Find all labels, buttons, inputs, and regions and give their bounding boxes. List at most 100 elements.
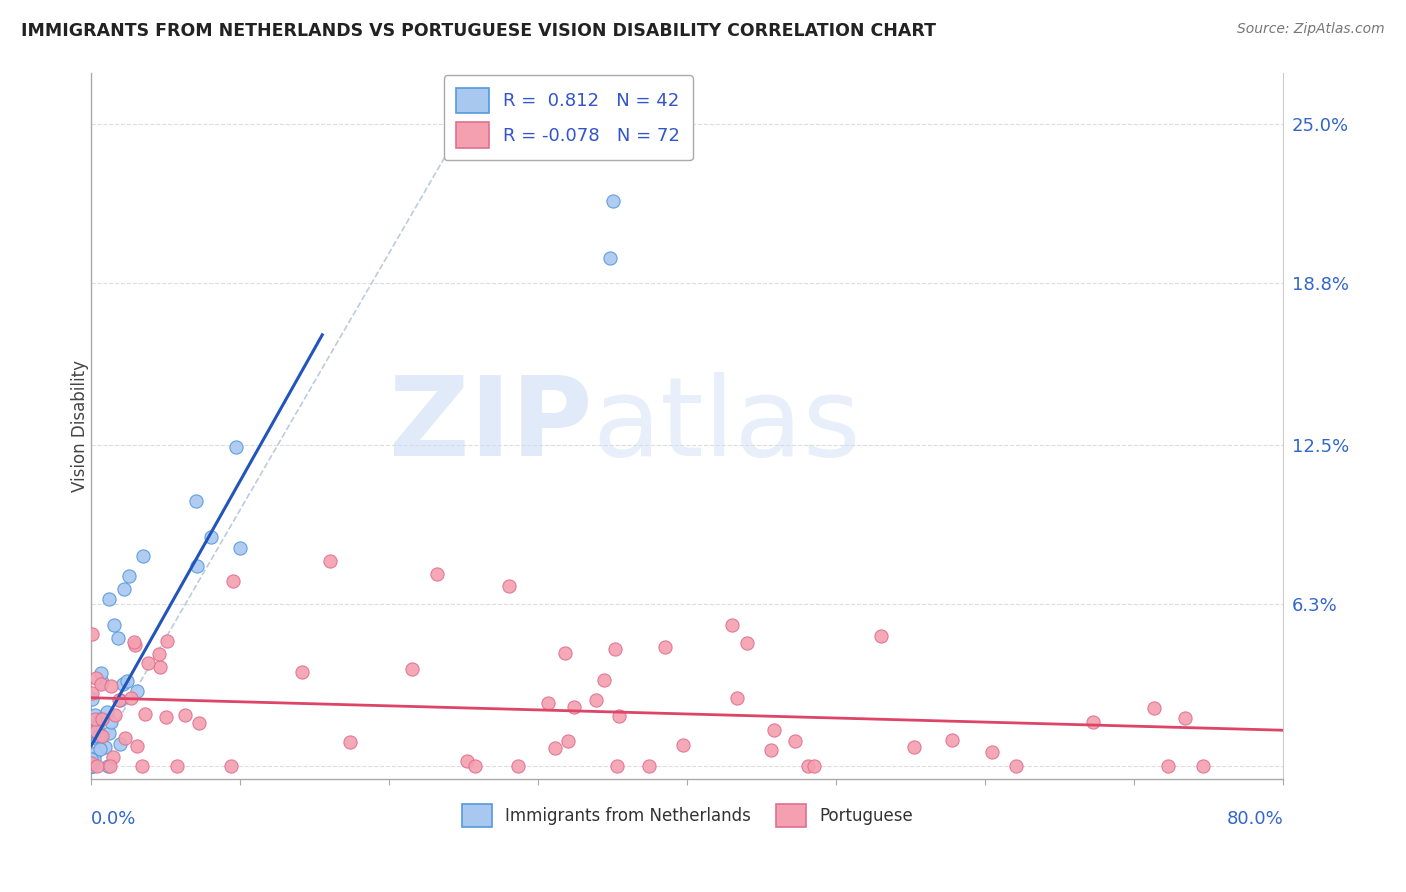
Point: [654, 640, 676, 654]
Point: [87, 729, 110, 743]
Point: [1156, 759, 1178, 773]
Point: [1173, 711, 1195, 725]
Point: [100, 679, 122, 693]
Point: [132, 549, 155, 563]
Text: atlas: atlas: [592, 373, 860, 479]
Point: [188, 715, 211, 730]
Text: ZIP: ZIP: [388, 373, 592, 479]
Point: [97, 759, 120, 773]
Point: [131, 759, 153, 773]
Point: [156, 634, 179, 648]
Point: [134, 706, 156, 721]
Point: [82, 686, 104, 700]
Point: [225, 440, 247, 454]
Point: [735, 636, 758, 650]
Point: [870, 629, 893, 643]
Point: [221, 759, 243, 773]
Point: [84, 723, 107, 738]
Text: Source: ZipAtlas.com: Source: ZipAtlas.com: [1237, 22, 1385, 37]
Point: [543, 740, 565, 755]
Point: [638, 759, 661, 773]
Point: [401, 662, 423, 676]
Point: [464, 759, 486, 773]
Point: [120, 691, 142, 706]
Point: [87, 732, 110, 747]
Point: [721, 618, 744, 632]
Text: IMMIGRANTS FROM NETHERLANDS VS PORTUGUESE VISION DISABILITY CORRELATION CHART: IMMIGRANTS FROM NETHERLANDS VS PORTUGUES…: [21, 22, 936, 40]
Point: [90, 712, 112, 726]
Point: [562, 700, 585, 714]
Point: [166, 759, 188, 773]
Point: [138, 656, 160, 670]
Point: [1081, 714, 1104, 729]
Point: [83, 752, 105, 766]
Point: [222, 574, 245, 589]
Point: [98, 592, 121, 607]
Point: [783, 734, 806, 748]
Point: [1192, 759, 1215, 773]
Point: [89, 731, 111, 745]
Point: [108, 737, 131, 751]
Point: [186, 559, 208, 574]
Point: [112, 677, 135, 691]
Point: [725, 690, 748, 705]
Point: [103, 749, 125, 764]
Point: [124, 635, 146, 649]
Point: [557, 734, 579, 748]
Point: [229, 541, 252, 555]
Point: [148, 647, 170, 661]
Point: [124, 638, 146, 652]
Point: [103, 618, 125, 632]
Point: [86, 759, 108, 773]
Point: [585, 693, 607, 707]
Point: [125, 739, 148, 754]
Point: [903, 740, 925, 755]
Point: [104, 707, 127, 722]
Point: [84, 712, 107, 726]
Point: [86, 720, 108, 734]
Point: [796, 759, 818, 773]
Point: [98, 759, 121, 773]
Point: [90, 729, 112, 743]
Point: [149, 660, 172, 674]
Point: [94, 739, 117, 754]
Point: [98, 726, 121, 740]
Point: [339, 735, 361, 749]
Point: [100, 714, 122, 729]
Point: [90, 665, 112, 680]
Point: [941, 732, 963, 747]
Point: [82, 759, 104, 773]
Point: [554, 646, 576, 660]
Point: [537, 696, 560, 710]
Point: [291, 665, 314, 680]
Point: [82, 692, 104, 706]
Point: [84, 707, 107, 722]
Point: [91, 729, 114, 743]
Point: [602, 194, 624, 209]
Point: [498, 579, 520, 593]
Point: [1143, 700, 1166, 714]
Point: [763, 723, 786, 738]
Point: [803, 759, 825, 773]
Point: [112, 582, 135, 596]
Legend: Immigrants from Netherlands, Portuguese: Immigrants from Netherlands, Portuguese: [456, 797, 920, 834]
Point: [426, 566, 449, 581]
Point: [80, 759, 103, 773]
Point: [456, 754, 478, 768]
Y-axis label: Vision Disability: Vision Disability: [72, 360, 89, 492]
Point: [107, 631, 129, 645]
Point: [84, 746, 107, 760]
Point: [96, 705, 118, 719]
Point: [82, 759, 104, 773]
Text: 0.0%: 0.0%: [91, 810, 136, 828]
Point: [761, 742, 783, 756]
Point: [89, 712, 111, 726]
Point: [319, 554, 342, 568]
Point: [108, 692, 131, 706]
Point: [80, 752, 103, 766]
Point: [155, 710, 177, 724]
Point: [114, 731, 136, 745]
Point: [603, 642, 626, 657]
Point: [200, 531, 222, 545]
Point: [83, 723, 105, 738]
